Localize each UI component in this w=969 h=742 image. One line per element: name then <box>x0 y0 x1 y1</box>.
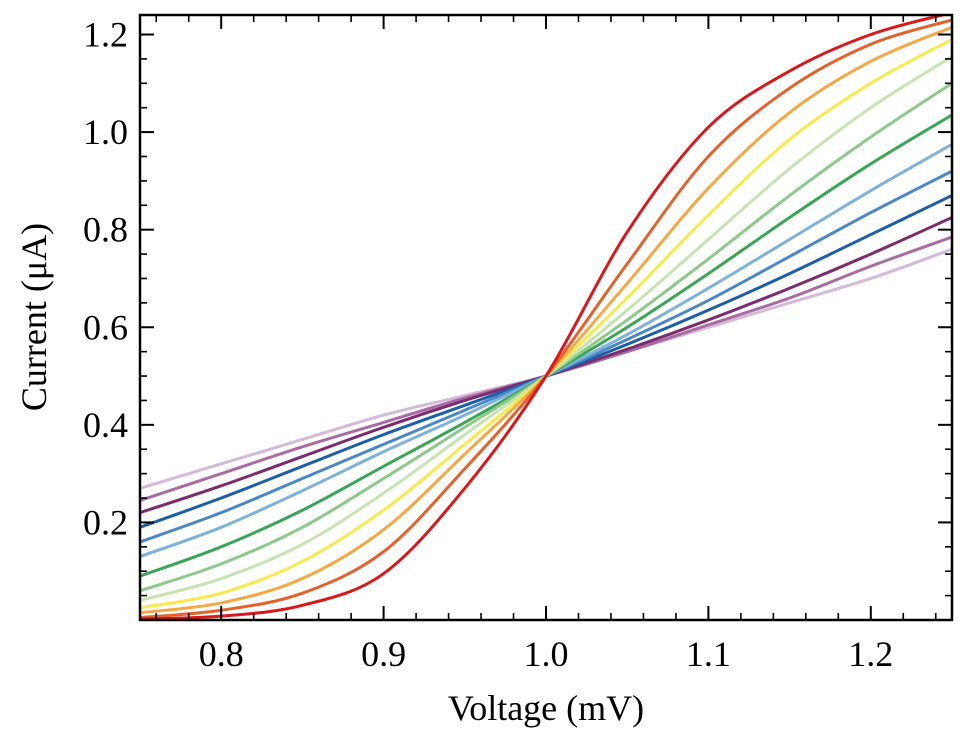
x-tick-label: 1.2 <box>848 634 893 674</box>
x-tick-label: 1.0 <box>524 634 569 674</box>
y-tick-label: 0.4 <box>83 405 128 445</box>
y-tick-label: 0.6 <box>83 307 128 347</box>
series-line-9 <box>140 55 952 602</box>
x-axis-label: Voltage (mV) <box>448 688 644 728</box>
series-line-3 <box>140 216 952 515</box>
y-tick-label: 0.2 <box>83 502 128 542</box>
series-line-4 <box>140 194 952 529</box>
ticks-layer <box>140 15 952 620</box>
y-tick-label: 0.8 <box>83 210 128 250</box>
series-line-11 <box>140 25 952 615</box>
x-tick-label: 0.8 <box>199 634 244 674</box>
y-axis-label: Current (μA) <box>14 223 54 411</box>
series-line-1 <box>140 247 952 490</box>
series-line-10 <box>140 38 952 610</box>
series-line-8 <box>140 82 952 593</box>
series-line-7 <box>140 113 952 578</box>
x-tick-label: 0.9 <box>361 634 406 674</box>
y-tick-label: 1.0 <box>83 112 128 152</box>
x-tick-label: 1.1 <box>686 634 731 674</box>
series-line-5 <box>140 169 952 544</box>
y-tick-label: 1.2 <box>83 15 128 55</box>
tick-labels: 0.8 0.9 1.0 1.1 1.2 0.2 0.4 0.6 0.8 1.0 1.2 <box>83 15 893 674</box>
series-line-13 <box>140 15 949 620</box>
series-line-2 <box>140 235 952 502</box>
series-layer <box>140 15 952 620</box>
